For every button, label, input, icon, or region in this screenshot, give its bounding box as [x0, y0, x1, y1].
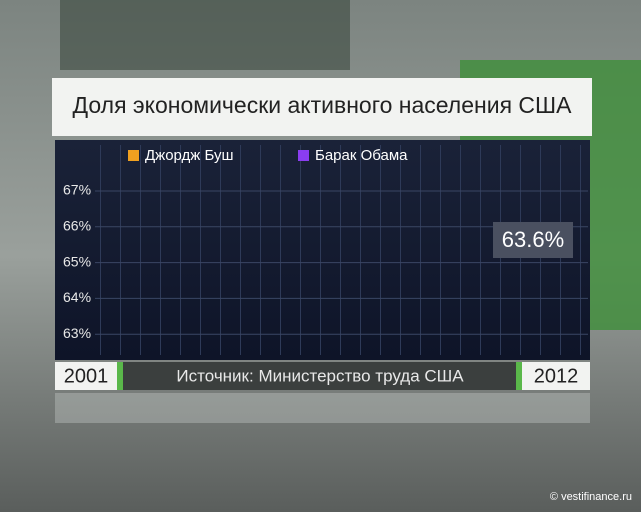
title-panel — [52, 78, 592, 136]
reflection — [55, 393, 590, 423]
y-tick-label: 65% — [63, 253, 91, 269]
footer-bar — [55, 362, 590, 390]
legend-label: Барак Обама — [315, 147, 408, 164]
annotation: 63.6% — [502, 227, 564, 252]
accent — [117, 362, 123, 390]
y-tick-label: 66% — [63, 218, 91, 234]
x-tick-label: 2001 — [64, 365, 109, 387]
end-year-box — [522, 362, 590, 390]
annotation-box — [493, 222, 573, 258]
source-note: Источник: Министерство труда США — [176, 366, 464, 385]
legend-label: Джордж Буш — [145, 147, 234, 164]
x-tick-label: 2012 — [534, 365, 579, 387]
legend-swatch — [298, 150, 309, 161]
legend-swatch — [128, 150, 139, 161]
y-tick-label: 63% — [63, 325, 91, 341]
plot: 63% 64% 65% 66% 67% Джордж Буш Барак Обама 63.6… — [63, 147, 588, 341]
accent — [516, 362, 522, 390]
y-tick-label: 67% — [63, 182, 91, 198]
start-year-box — [55, 362, 117, 390]
watermark: © vestifinance.ru — [550, 491, 632, 503]
chart-title: Доля экономически активного населения СШ… — [73, 92, 573, 118]
y-tick-label: 64% — [63, 289, 91, 305]
backdrop-screen — [60, 0, 350, 70]
